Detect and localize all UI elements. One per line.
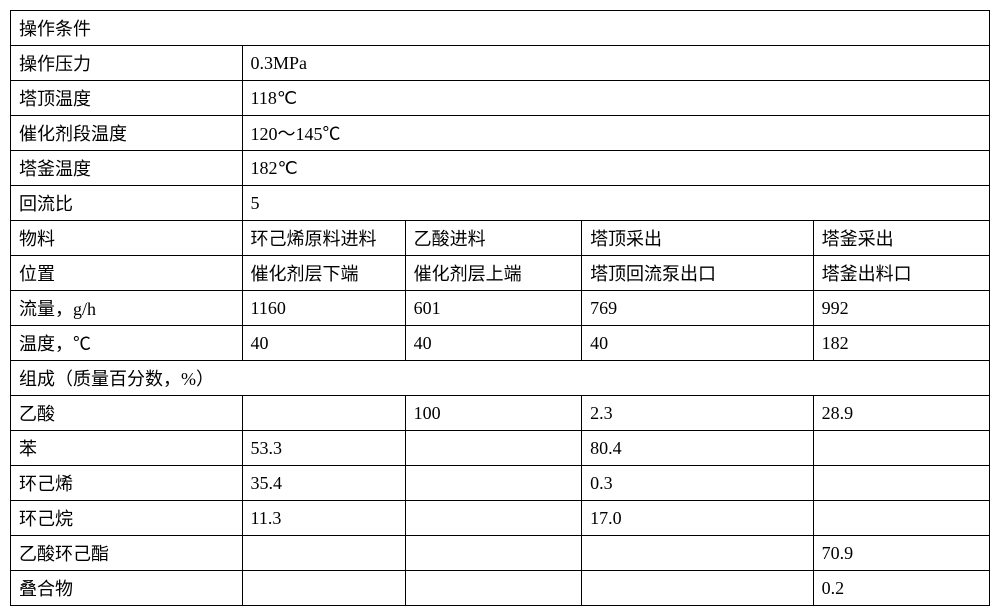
- table-row: 操作压力 0.3MPa: [11, 46, 990, 81]
- row-value: 118℃: [242, 81, 989, 116]
- cell: 0.2: [813, 571, 989, 606]
- table-row: 乙酸 100 2.3 28.9: [11, 396, 990, 431]
- cell: 环己烯: [11, 466, 243, 501]
- cell: 40: [582, 326, 814, 361]
- section3-header: 组成（质量百分数，%）: [11, 361, 990, 396]
- cell: [405, 571, 581, 606]
- table-row: 乙酸环己酯 70.9: [11, 536, 990, 571]
- cell: 催化剂层下端: [242, 256, 405, 291]
- head-cell: 塔釜采出: [813, 221, 989, 256]
- cell: 182: [813, 326, 989, 361]
- cell: 乙酸环己酯: [11, 536, 243, 571]
- row-label: 塔釜温度: [11, 151, 243, 186]
- cell: 992: [813, 291, 989, 326]
- cell: 40: [242, 326, 405, 361]
- table-row: 环己烷 11.3 17.0: [11, 501, 990, 536]
- cell: 流量，g/h: [11, 291, 243, 326]
- head-cell: 环己烯原料进料: [242, 221, 405, 256]
- row-label: 塔顶温度: [11, 81, 243, 116]
- cell: 2.3: [582, 396, 814, 431]
- section1-header: 操作条件: [11, 11, 990, 46]
- cell: [405, 431, 581, 466]
- cell: [582, 536, 814, 571]
- row-value: 182℃: [242, 151, 989, 186]
- cell: [242, 396, 405, 431]
- table-row: 温度，℃ 40 40 40 182: [11, 326, 990, 361]
- cell: 53.3: [242, 431, 405, 466]
- head-cell: 物料: [11, 221, 243, 256]
- cell: 35.4: [242, 466, 405, 501]
- data-table: 操作条件 操作压力 0.3MPa 塔顶温度 118℃ 催化剂段温度 120～14…: [10, 10, 990, 606]
- cell: 环己烷: [11, 501, 243, 536]
- cell: 17.0: [582, 501, 814, 536]
- table-row: 流量，g/h 1160 601 769 992: [11, 291, 990, 326]
- table-row: 苯 53.3 80.4: [11, 431, 990, 466]
- table-row: 塔顶温度 118℃: [11, 81, 990, 116]
- cell: 温度，℃: [11, 326, 243, 361]
- table-row: 位置 催化剂层下端 催化剂层上端 塔顶回流泵出口 塔釜出料口: [11, 256, 990, 291]
- row-label: 回流比: [11, 186, 243, 221]
- cell: [242, 571, 405, 606]
- cell: 乙酸: [11, 396, 243, 431]
- head-cell: 乙酸进料: [405, 221, 581, 256]
- cell: [405, 501, 581, 536]
- section-header-row: 操作条件: [11, 11, 990, 46]
- cell: 1160: [242, 291, 405, 326]
- cell: 601: [405, 291, 581, 326]
- cell: 80.4: [582, 431, 814, 466]
- cell: 0.3: [582, 466, 814, 501]
- cell: 催化剂层上端: [405, 256, 581, 291]
- cell: [405, 536, 581, 571]
- cell: 40: [405, 326, 581, 361]
- row-label: 操作压力: [11, 46, 243, 81]
- cell: 28.9: [813, 396, 989, 431]
- cell: [813, 431, 989, 466]
- row-value: 120～145℃: [242, 116, 989, 151]
- section-header-row: 组成（质量百分数，%）: [11, 361, 990, 396]
- table-row: 塔釜温度 182℃: [11, 151, 990, 186]
- cell: 100: [405, 396, 581, 431]
- table-row: 回流比 5: [11, 186, 990, 221]
- cell: 塔顶回流泵出口: [582, 256, 814, 291]
- table-row: 环己烯 35.4 0.3: [11, 466, 990, 501]
- cell: [813, 466, 989, 501]
- head-cell: 塔顶采出: [582, 221, 814, 256]
- cell: 769: [582, 291, 814, 326]
- cell: 叠合物: [11, 571, 243, 606]
- cell: 塔釜出料口: [813, 256, 989, 291]
- cell: 位置: [11, 256, 243, 291]
- table-head-row: 物料 环己烯原料进料 乙酸进料 塔顶采出 塔釜采出: [11, 221, 990, 256]
- row-value: 0.3MPa: [242, 46, 989, 81]
- row-label: 催化剂段温度: [11, 116, 243, 151]
- cell: 苯: [11, 431, 243, 466]
- cell: [813, 501, 989, 536]
- cell: 70.9: [813, 536, 989, 571]
- cell: [242, 536, 405, 571]
- table-row: 催化剂段温度 120～145℃: [11, 116, 990, 151]
- cell: [405, 466, 581, 501]
- cell: 11.3: [242, 501, 405, 536]
- table-row: 叠合物 0.2: [11, 571, 990, 606]
- cell: [582, 571, 814, 606]
- row-value: 5: [242, 186, 989, 221]
